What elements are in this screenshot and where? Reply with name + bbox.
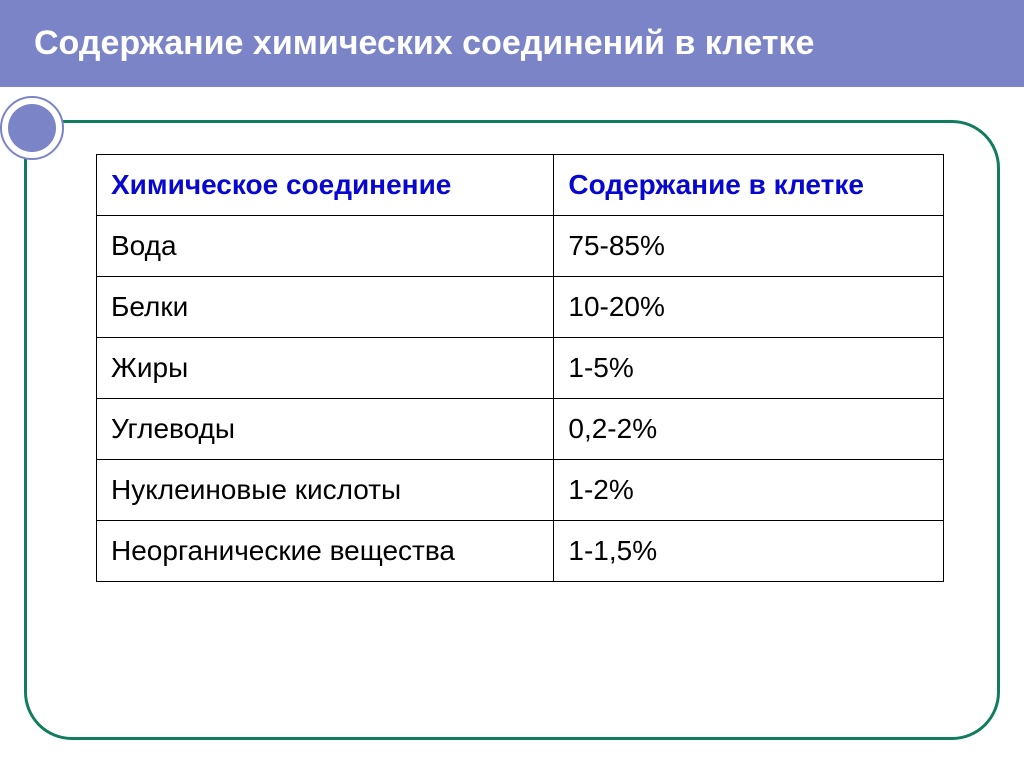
table-row: Нуклеиновые кислоты 1-2% xyxy=(97,460,944,521)
table-cell: 1-1,5% xyxy=(554,521,944,582)
table-cell: Вода xyxy=(97,216,554,277)
bullet-ornament xyxy=(0,96,64,160)
table-row: Неорганические вещества 1-1,5% xyxy=(97,521,944,582)
table-cell: 10-20% xyxy=(554,277,944,338)
bullet-inner-circle xyxy=(8,104,56,152)
table-header-row: Химическое соединение Содержание в клетк… xyxy=(97,155,944,216)
table-cell: Неорганические вещества xyxy=(97,521,554,582)
table-cell: 0,2-2% xyxy=(554,399,944,460)
table: Химическое соединение Содержание в клетк… xyxy=(96,154,944,582)
title-bar: Содержание химических соединений в клетк… xyxy=(0,0,1024,87)
table-header-cell: Содержание в клетке xyxy=(554,155,944,216)
table-cell: Жиры xyxy=(97,338,554,399)
table-cell: 1-5% xyxy=(554,338,944,399)
table-row: Жиры 1-5% xyxy=(97,338,944,399)
table-cell: Нуклеиновые кислоты xyxy=(97,460,554,521)
table-cell: 1-2% xyxy=(554,460,944,521)
table-cell: 75-85% xyxy=(554,216,944,277)
table-cell: Белки xyxy=(97,277,554,338)
slide-title: Содержание химических соединений в клетк… xyxy=(34,22,894,65)
table-row: Углеводы 0,2-2% xyxy=(97,399,944,460)
slide: Содержание химических соединений в клетк… xyxy=(0,0,1024,767)
table-row: Вода 75-85% xyxy=(97,216,944,277)
table-header-cell: Химическое соединение xyxy=(97,155,554,216)
chemical-compounds-table: Химическое соединение Содержание в клетк… xyxy=(96,154,944,582)
table-row: Белки 10-20% xyxy=(97,277,944,338)
table-cell: Углеводы xyxy=(97,399,554,460)
